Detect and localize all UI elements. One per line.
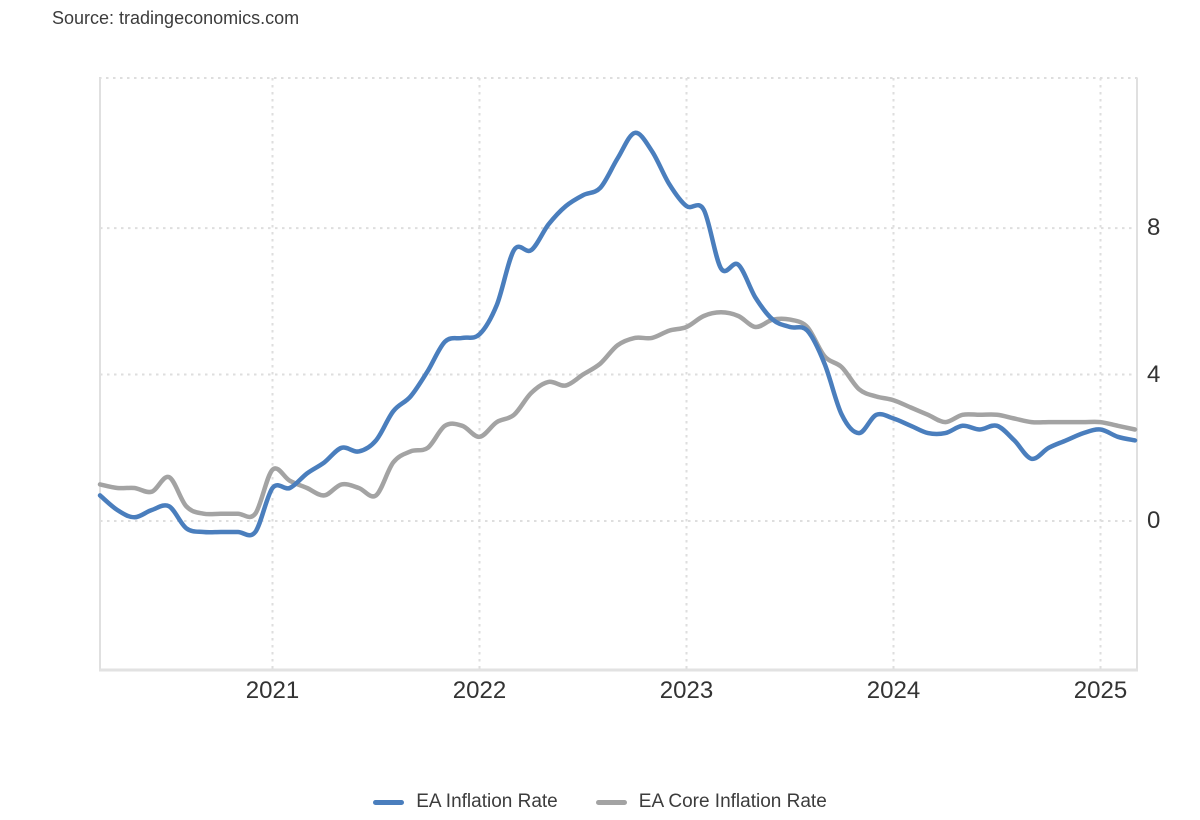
plot-svg (97, 77, 1138, 672)
legend-item-ea-core-inflation-rate[interactable]: EA Core Inflation Rate (595, 791, 827, 813)
y-tick-label: 4 (1147, 360, 1161, 388)
legend-item-ea-inflation-rate[interactable]: EA Inflation Rate (373, 791, 558, 813)
x-tick-label: 2024 (866, 677, 921, 704)
legend-swatch-ea-core-inflation-rate (595, 799, 627, 805)
x-tick-label: 2021 (245, 677, 300, 704)
series-line-ea-inflation-rate (97, 130, 1138, 538)
legend-label-ea-inflation-rate: EA Inflation Rate (416, 791, 558, 812)
series-line-ea-core-inflation-rate (97, 310, 1138, 520)
y-tick-label: 8 (1147, 214, 1161, 242)
y-tick-label: 0 (1147, 506, 1161, 534)
x-tick-label: 2025 (1073, 677, 1128, 704)
legend-label-ea-core-inflation-rate: EA Core Inflation Rate (638, 791, 827, 812)
chart-area: 2021 2022 2023 2024 2025 8 4 0 (97, 77, 1161, 704)
x-tick-label: 2022 (452, 677, 507, 704)
source-label: Source: tradingeconomics.com (52, 8, 300, 28)
x-tick-label: 2023 (659, 677, 714, 704)
legend: EA Inflation Rate EA Core Inflation Rate (0, 791, 1200, 813)
legend-swatch-ea-inflation-rate (373, 799, 405, 805)
